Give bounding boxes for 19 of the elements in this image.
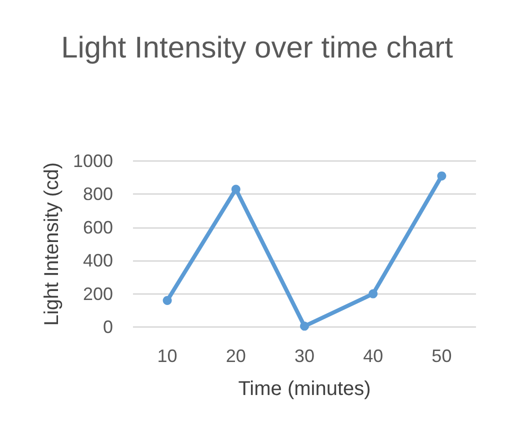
point: [300, 322, 309, 331]
x-tick-label: 40: [363, 346, 384, 366]
point: [368, 289, 378, 298]
y-tick-label: 800: [82, 184, 113, 204]
chart-title: Light Intensity over time chart: [61, 32, 454, 64]
y-tick-label: 1000: [72, 151, 113, 171]
x-tick-label: 20: [226, 346, 246, 366]
x-tick-label: 50: [432, 346, 452, 366]
point: [162, 296, 172, 305]
y-tick-label: 600: [82, 217, 113, 238]
y-axis-title: Light Intensity (cd): [41, 162, 64, 326]
point: [231, 184, 240, 194]
y-tick-label: 400: [82, 250, 113, 271]
x-tick-label: 30: [294, 346, 315, 366]
x-axis-title: Time (minutes): [238, 378, 371, 400]
x-tick-label: 10: [157, 346, 178, 366]
y-tick-label: 0: [102, 317, 113, 337]
y-tick-label: 200: [82, 284, 113, 304]
point: [437, 171, 446, 180]
